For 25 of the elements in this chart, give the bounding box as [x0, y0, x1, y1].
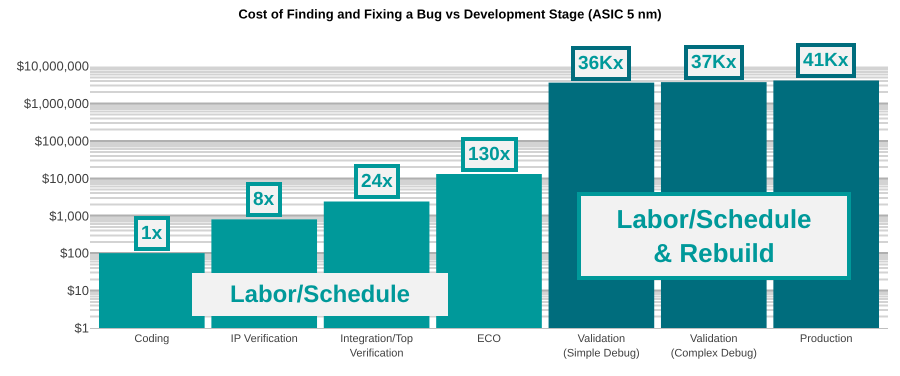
x-tick-label: Validation (Simple Debug)	[563, 333, 640, 360]
annotation: Labor/Schedule & Rebuild	[616, 204, 812, 268]
annotation: 8x	[253, 189, 275, 210]
annotation: 1x	[141, 223, 163, 244]
y-tick-label: $10	[67, 283, 89, 298]
x-tick-label: Integration/Top Verification	[340, 333, 413, 360]
annotation: Labor/Schedule	[230, 281, 410, 308]
annotation: 37Kx	[691, 52, 737, 73]
y-tick-label: $100	[60, 246, 89, 261]
y-tick-label: $1,000	[49, 208, 89, 224]
chart-title: Cost of Finding and Fixing a Bug vs Development Stage (ASIC 5 nm)	[238, 6, 662, 22]
x-tick-label: Production	[800, 333, 852, 346]
x-tick-label: Validation (Complex Debug)	[670, 333, 757, 360]
x-tick-label: Coding	[134, 333, 170, 346]
annotation: 41Kx	[803, 50, 849, 71]
x-tick-label: ECO	[477, 333, 502, 346]
y-tick-label: $100,000	[34, 133, 89, 148]
y-tick-label: $1	[74, 320, 89, 336]
y-tick-label: $10,000,000	[16, 58, 89, 74]
annotation: 36Kx	[578, 53, 624, 74]
x-tick-label: IP Verification	[230, 333, 298, 346]
annotation: 130x	[468, 144, 511, 165]
annotation: 24x	[361, 171, 394, 192]
y-tick-label: $10,000	[42, 170, 89, 186]
y-tick-label: $1,000,000	[24, 96, 89, 111]
